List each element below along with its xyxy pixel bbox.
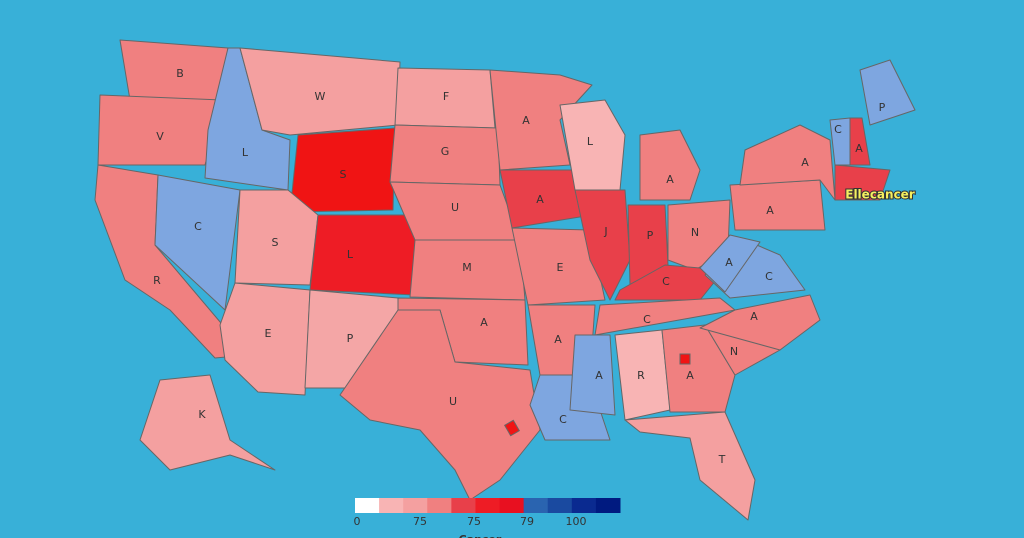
legend-swatch (379, 498, 404, 513)
state (119, 39, 229, 101)
legend-tick-label: 75 (413, 515, 427, 528)
legend-swatch (499, 498, 525, 513)
legend-swatch (355, 498, 380, 513)
state-label: L (347, 248, 354, 261)
state (624, 411, 756, 521)
state (834, 164, 891, 201)
state-label: A (536, 193, 544, 206)
state (699, 234, 761, 293)
state (574, 189, 631, 301)
state-label: C (643, 313, 651, 326)
state-label: A (766, 204, 774, 217)
legend-swatch (451, 498, 476, 513)
state (239, 47, 401, 136)
state-label: M (462, 261, 472, 274)
state (339, 309, 541, 501)
legend-tick-label: 79 (520, 515, 534, 528)
state (859, 59, 916, 126)
state-label: A (750, 310, 758, 323)
legend-tick-label: 100 (566, 515, 587, 528)
state (309, 214, 416, 296)
state (729, 179, 826, 231)
state (639, 129, 701, 201)
legend-tick-label: 0 (354, 515, 361, 528)
state-label: T (718, 453, 726, 466)
state-label: G (441, 145, 450, 158)
state-label: U (449, 395, 457, 408)
state-label: A (595, 369, 603, 382)
state-label: S (272, 236, 279, 249)
state-label: P (879, 101, 886, 114)
state-label: U (451, 201, 459, 214)
legend-tick-label: 75 (467, 515, 481, 528)
state (661, 324, 736, 413)
state-label: A (554, 333, 562, 346)
legend-title: Cancer (459, 533, 502, 538)
highlight (503, 419, 521, 437)
state (559, 99, 626, 191)
state-label: S (340, 168, 347, 181)
state-label: P (347, 332, 354, 345)
state (511, 227, 606, 306)
legend-swatch (523, 498, 549, 513)
state-label: C (765, 270, 773, 283)
state-label: C (194, 220, 202, 233)
highlight (679, 353, 691, 365)
state-label: V (156, 130, 164, 143)
state-label: W (315, 90, 326, 103)
state (97, 94, 223, 166)
legend-swatch (427, 498, 452, 513)
legend-swatch (403, 498, 428, 513)
legend-swatch (475, 498, 501, 513)
state-label: N (691, 226, 699, 239)
state-label: A (666, 173, 674, 186)
state-label: A (855, 142, 863, 155)
state-label: L (242, 146, 249, 159)
state-label: R (637, 369, 645, 382)
state-label: A (480, 316, 488, 329)
state-label: K (198, 408, 206, 421)
state-label: C (834, 123, 842, 136)
state (139, 374, 276, 471)
state-label: P (647, 229, 654, 242)
legend-swatch (595, 498, 621, 513)
state-label: C (559, 413, 567, 426)
state-label: A (725, 256, 733, 269)
legend-swatch (571, 498, 597, 513)
state (849, 117, 871, 166)
state-label: E (265, 327, 272, 340)
state-label: E (557, 261, 564, 274)
state-label: A (522, 114, 530, 127)
state-label: F (443, 90, 449, 103)
state-label: C (662, 275, 670, 288)
state-label: R (153, 274, 161, 287)
state-label: J (603, 225, 607, 238)
state-label: L (587, 135, 594, 148)
state (699, 294, 821, 351)
legend-swatch (547, 498, 573, 513)
annotation: Ellecancer (845, 188, 915, 202)
state-label: A (686, 369, 694, 382)
state-label: N (730, 345, 738, 358)
state-label: B (176, 67, 184, 80)
state (569, 334, 616, 416)
state-label: A (801, 156, 809, 169)
state (289, 127, 396, 213)
